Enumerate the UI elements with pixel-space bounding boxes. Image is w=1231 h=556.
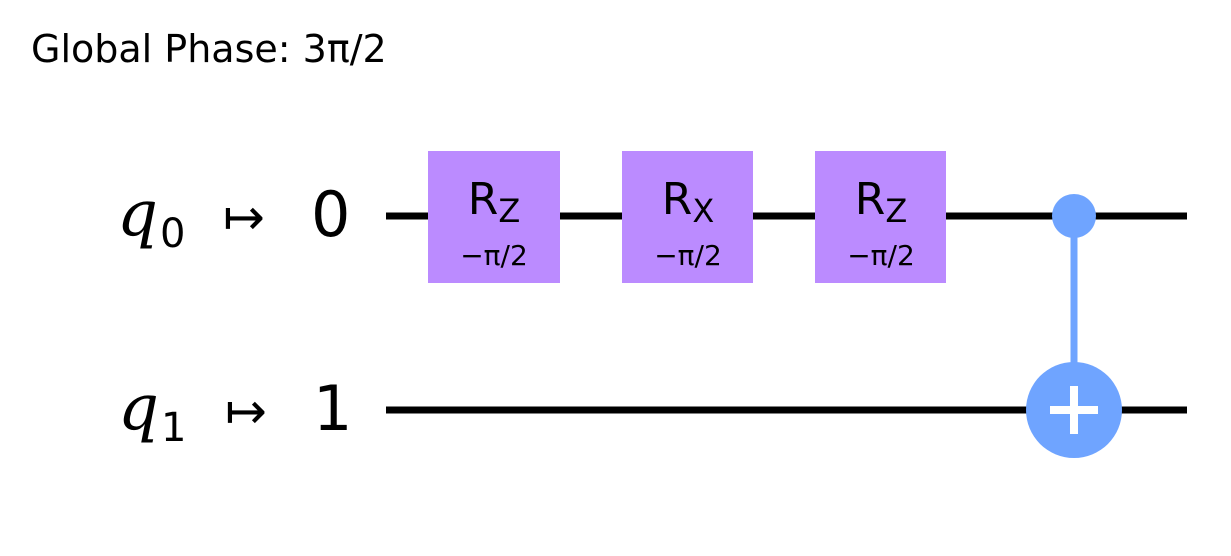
gate-name: R — [468, 174, 499, 225]
svg-text:RZ: RZ — [855, 174, 908, 230]
qubit-label-q1: q1 ↦ 1 — [118, 371, 352, 451]
gate-box — [622, 151, 753, 283]
gate-parameter: −π/2 — [460, 239, 528, 272]
physical-qubit-index: 1 — [313, 372, 352, 445]
mapping-arrow: ↦ — [223, 188, 265, 246]
svg-text:q1: q1 — [118, 371, 186, 451]
gate-parameter: −π/2 — [847, 239, 915, 272]
gate-name: R — [662, 174, 693, 225]
qubit-label-q0: q0 ↦ 0 — [117, 177, 350, 257]
rz-gate: RZ −π/2 — [815, 151, 946, 283]
gate-box — [428, 151, 560, 283]
qubit-index: 1 — [161, 405, 186, 451]
plus-icon — [1050, 386, 1098, 434]
svg-text:q0: q0 — [117, 177, 185, 257]
qubit-index: 0 — [160, 211, 185, 257]
svg-text:RX: RX — [662, 174, 715, 230]
physical-qubit-index: 0 — [311, 178, 350, 251]
global-phase-label: Global Phase: 3π/2 — [31, 27, 387, 71]
gate-box — [815, 151, 946, 283]
control-dot — [1052, 194, 1096, 238]
rz-gate: RZ −π/2 — [428, 151, 560, 283]
qubit-symbol: q — [118, 371, 159, 445]
gate-parameter: −π/2 — [654, 239, 722, 272]
gate-subscript: Z — [498, 192, 520, 230]
rx-gate: RX −π/2 — [622, 151, 753, 283]
qubit-symbol: q — [117, 177, 158, 251]
gate-subscript: Z — [885, 192, 907, 230]
mapping-arrow: ↦ — [225, 382, 267, 440]
gate-name: R — [855, 174, 886, 225]
svg-text:RZ: RZ — [468, 174, 521, 230]
gate-subscript: X — [692, 192, 714, 230]
cnot-gate — [1026, 194, 1122, 458]
